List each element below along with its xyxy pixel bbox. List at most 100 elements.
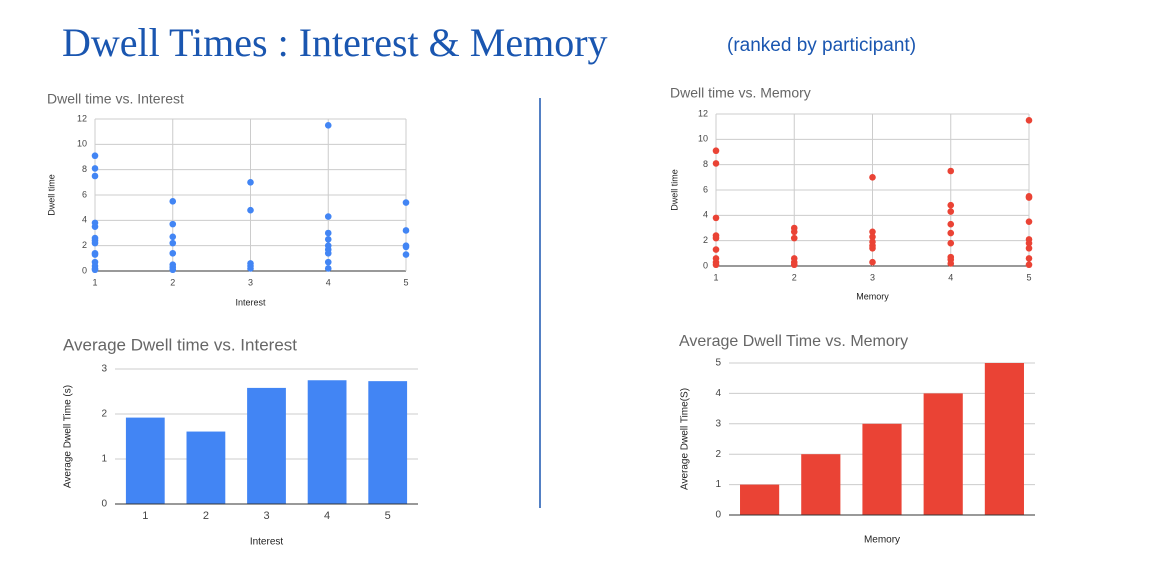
- y-tick-label: 2: [82, 240, 87, 250]
- y-tick-label: 5: [715, 358, 721, 369]
- point: [947, 220, 955, 228]
- point: [169, 220, 177, 228]
- bar: [923, 393, 963, 515]
- point: [91, 239, 99, 247]
- point: [91, 172, 99, 180]
- y-tick-label: 0: [101, 499, 107, 510]
- point: [91, 223, 99, 230]
- slide-title: Dwell Times : Interest & Memory: [62, 20, 608, 65]
- x-tick-label: 3: [263, 510, 269, 522]
- point: [91, 152, 99, 160]
- y-tick-label: 2: [101, 409, 107, 420]
- x-tick-label: 1: [713, 272, 718, 282]
- bar: [862, 423, 902, 515]
- y-tick-label: 12: [77, 113, 87, 123]
- point: [402, 251, 410, 258]
- y-tick-label: 10: [698, 134, 708, 144]
- point: [790, 234, 798, 242]
- point: [324, 236, 332, 243]
- bar: [186, 431, 226, 504]
- x-tick-label: 3: [870, 272, 875, 282]
- x-axis-label: Interest: [250, 537, 284, 548]
- point: [247, 265, 254, 272]
- point: [324, 249, 332, 257]
- point: [1025, 244, 1033, 252]
- y-tick-label: 0: [715, 510, 721, 521]
- point: [947, 201, 955, 209]
- bar: [307, 380, 347, 504]
- point: [1025, 239, 1033, 247]
- y-tick-label: 8: [703, 159, 708, 169]
- point: [91, 165, 99, 172]
- chart-title: Dwell time vs. Interest: [47, 91, 184, 107]
- point: [869, 233, 876, 241]
- y-axis-label: Average Dwell Time (s): [63, 385, 74, 488]
- point: [324, 265, 332, 272]
- point: [712, 234, 720, 242]
- point: [869, 228, 876, 236]
- point: [402, 199, 410, 206]
- y-tick-label: 8: [82, 164, 87, 174]
- y-tick-label: 6: [82, 189, 87, 199]
- bar: [740, 484, 780, 515]
- y-tick-label: 6: [703, 184, 708, 194]
- point: [1025, 261, 1033, 269]
- bar: [247, 387, 286, 504]
- point: [402, 227, 410, 234]
- point: [169, 233, 177, 241]
- point: [1025, 218, 1033, 225]
- point: [169, 249, 177, 257]
- x-tick-label: 1: [142, 510, 148, 522]
- y-tick-label: 1: [101, 454, 107, 465]
- x-tick-label: 4: [324, 510, 330, 522]
- y-tick-label: 0: [82, 265, 87, 275]
- point: [947, 239, 955, 247]
- point: [1025, 117, 1033, 124]
- bar: [125, 417, 165, 504]
- y-tick-label: 4: [703, 210, 708, 220]
- x-tick-label: 2: [203, 510, 209, 522]
- point: [947, 167, 955, 175]
- y-tick-label: 2: [715, 449, 721, 460]
- x-axis-label: Memory: [856, 291, 889, 301]
- bar: [368, 381, 408, 504]
- point: [169, 239, 177, 247]
- point: [712, 261, 720, 269]
- point: [947, 229, 955, 237]
- y-tick-label: 0: [703, 260, 708, 270]
- chart-title: Average Dwell Time vs. Memory: [679, 333, 908, 350]
- x-tick-label: 4: [948, 272, 953, 282]
- x-axis-label: Interest: [235, 297, 266, 307]
- point: [169, 266, 177, 274]
- y-tick-label: 2: [703, 235, 708, 245]
- y-tick-label: 4: [715, 388, 721, 399]
- x-tick-label: 5: [1026, 272, 1031, 282]
- slide-subtitle: (ranked by participant): [727, 35, 916, 56]
- y-axis-label: Dwell time: [669, 169, 679, 211]
- x-axis-label: Memory: [864, 535, 900, 546]
- point: [869, 244, 876, 252]
- point: [869, 258, 876, 266]
- point: [1025, 255, 1033, 262]
- point: [712, 147, 720, 155]
- point: [790, 261, 798, 269]
- x-tick-label: 2: [792, 272, 797, 282]
- bar: [801, 454, 841, 515]
- point: [169, 198, 177, 205]
- y-tick-label: 1: [715, 479, 721, 490]
- bar: [984, 363, 1024, 515]
- x-tick-label: 5: [385, 510, 391, 522]
- point: [91, 251, 99, 258]
- y-axis-label: Average Dwell Time(S): [680, 388, 691, 490]
- y-tick-label: 3: [101, 364, 107, 375]
- point: [247, 206, 254, 214]
- point: [1025, 194, 1033, 201]
- chart-title: Dwell time vs. Memory: [670, 85, 811, 101]
- point: [947, 208, 955, 215]
- point: [324, 213, 332, 220]
- point: [712, 246, 720, 253]
- point: [712, 160, 720, 167]
- y-tick-label: 10: [77, 139, 87, 149]
- y-tick-label: 4: [82, 215, 87, 225]
